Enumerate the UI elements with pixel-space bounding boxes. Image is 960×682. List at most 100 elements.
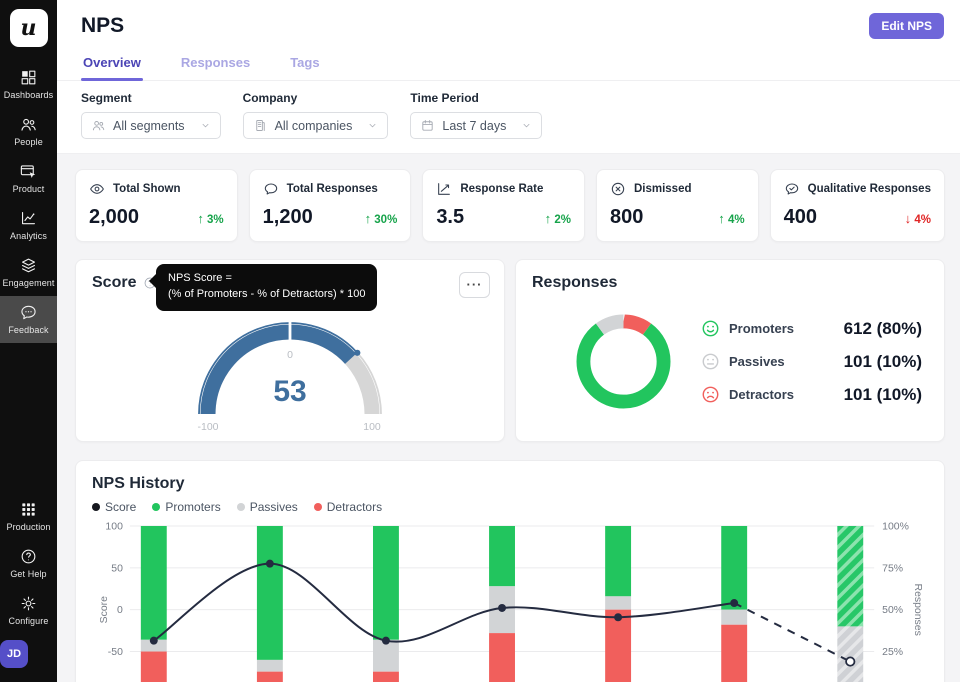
legend-value: 612 (80%)	[844, 319, 922, 339]
responses-body: Promoters 612 (80%) Passives 101 (10%) D…	[532, 314, 928, 409]
nps-score-tooltip: NPS Score = (% of Promoters - % of Detra…	[156, 264, 377, 311]
stat-label: Dismissed	[634, 183, 692, 195]
grid-icon	[19, 500, 38, 519]
sidebar-item-label: Configure	[9, 616, 49, 626]
sidebar-item-engagement[interactable]: Engagement	[0, 249, 57, 296]
help-circle-icon	[19, 547, 38, 566]
segment-filter-label: Segment	[81, 91, 221, 105]
stat-card-response-rate: Response Rate 3.5 ↑ 2%	[422, 169, 585, 242]
segment-people-icon	[91, 118, 106, 133]
chevron-down-icon	[367, 120, 378, 131]
svg-text:100: 100	[105, 522, 123, 532]
company-select[interactable]: All companies	[243, 112, 389, 139]
sidebar-item-label: Engagement	[2, 278, 54, 288]
legend-item-promoters: Promoters	[152, 500, 220, 514]
sidebar-item-label: Analytics	[10, 231, 47, 241]
stat-label: Total Responses	[287, 183, 378, 195]
nps-history-legend: Score Promoters Passives Detractors	[92, 500, 928, 514]
tooltip-line-2: (% of Promoters - % of Detractors) * 100	[168, 287, 365, 303]
stat-card-total-responses: Total Responses 1,200 ↑ 30%	[249, 169, 412, 242]
time-period-filter-label: Time Period	[410, 91, 542, 105]
responses-legend: Promoters 612 (80%) Passives 101 (10%) D…	[701, 319, 922, 405]
chevron-down-icon	[521, 120, 532, 131]
sidebar-item-analytics[interactable]: Analytics	[0, 202, 57, 249]
tab-overview[interactable]: Overview	[81, 53, 143, 80]
segment-select[interactable]: All segments	[81, 112, 221, 139]
responses-card-title: Responses	[532, 274, 928, 292]
sidebar-item-people[interactable]: People	[0, 108, 57, 155]
user-avatar[interactable]: JD	[0, 640, 28, 668]
feedback-chat-icon	[19, 303, 38, 322]
legend-label: Passives	[729, 354, 785, 369]
app-logo-letter: u	[21, 15, 37, 41]
sidebar-item-configure[interactable]: Configure	[0, 587, 57, 634]
responses-donut-chart	[576, 314, 671, 409]
svg-text:Responses: Responses	[912, 584, 923, 636]
sidebar-nav: Dashboards People Product Analytics Enga…	[0, 61, 57, 343]
score-card-title: Score	[92, 274, 136, 292]
stats-row: Total Shown 2,000 ↑ 3% Total Responses 1…	[75, 169, 945, 242]
arrow-up-icon: ↑	[545, 211, 552, 226]
product-icon	[19, 162, 38, 181]
segment-filter: Segment All segments	[81, 91, 221, 139]
svg-text:100: 100	[363, 421, 381, 433]
time-period-filter: Time Period Last 7 days	[410, 91, 542, 139]
stat-label: Total Shown	[113, 183, 181, 195]
content-area: Total Shown 2,000 ↑ 3% Total Responses 1…	[57, 154, 960, 682]
score-responses-row: Score NPS Score = (% of Promoters - % of…	[75, 259, 945, 442]
legend-row-passives: Passives 101 (10%)	[701, 352, 922, 372]
promoters-dot-icon	[152, 503, 160, 511]
svg-text:53: 53	[273, 375, 306, 408]
dashboards-icon	[19, 68, 38, 87]
tab-responses[interactable]: Responses	[179, 53, 252, 80]
svg-text:75%: 75%	[882, 563, 903, 574]
stat-card-total-shown: Total Shown 2,000 ↑ 3%	[75, 169, 238, 242]
segment-select-value: All segments	[113, 119, 185, 133]
stat-value: 2,000	[89, 206, 139, 229]
arrow-up-icon: ↑	[718, 211, 725, 226]
gauge-container: 053-100100	[92, 302, 488, 434]
arrow-up-icon: ↑	[197, 211, 204, 226]
sidebar: u Dashboards People Product Analytics En…	[0, 0, 57, 682]
gear-icon	[19, 594, 38, 613]
sidebar-item-get-help[interactable]: Get Help	[0, 540, 57, 587]
legend-label: Detractors	[729, 387, 794, 402]
time-period-select[interactable]: Last 7 days	[410, 112, 542, 139]
score-card-menu-button[interactable]: ···	[459, 272, 490, 298]
arrow-up-icon: ↑	[365, 211, 372, 226]
legend-label: Promoters	[729, 321, 794, 336]
svg-text:50%: 50%	[882, 605, 903, 616]
legend-row-promoters: Promoters 612 (80%)	[701, 319, 922, 339]
stat-label: Qualitative Responses	[808, 183, 931, 195]
sidebar-item-product[interactable]: Product	[0, 155, 57, 202]
tab-tags[interactable]: Tags	[288, 53, 321, 80]
sidebar-item-label: Production	[6, 522, 50, 532]
company-select-value: All companies	[275, 119, 353, 133]
legend-value: 101 (10%)	[844, 385, 922, 405]
stat-delta: ↑ 3%	[197, 211, 223, 226]
sad-face-icon	[701, 385, 720, 404]
calendar-icon	[420, 118, 435, 133]
company-building-icon	[253, 118, 268, 133]
page-title: NPS	[81, 14, 124, 38]
svg-text:50: 50	[111, 563, 123, 574]
layers-icon	[19, 256, 38, 275]
stat-label: Response Rate	[460, 183, 543, 195]
app-logo[interactable]: u	[10, 9, 48, 47]
sidebar-item-production[interactable]: Production	[0, 493, 57, 540]
legend-item-score: Score	[92, 500, 136, 514]
score-gauge-chart: 053-100100	[174, 302, 406, 434]
svg-text:-50: -50	[108, 647, 123, 658]
responses-card: Responses Promoters 612 (80%) Passiv	[515, 259, 945, 442]
svg-text:25%: 25%	[882, 647, 903, 658]
main-area: NPS Edit NPS Overview Responses Tags Seg…	[57, 0, 960, 682]
sidebar-item-label: Get Help	[10, 569, 46, 579]
sidebar-item-feedback[interactable]: Feedback	[0, 296, 57, 343]
passives-dot-icon	[237, 503, 245, 511]
legend-value: 101 (10%)	[844, 352, 922, 372]
app-window: u Dashboards People Product Analytics En…	[0, 0, 960, 682]
sidebar-item-dashboards[interactable]: Dashboards	[0, 61, 57, 108]
sidebar-item-label: Dashboards	[4, 90, 54, 100]
nps-history-title: NPS History	[92, 475, 928, 493]
edit-nps-button[interactable]: Edit NPS	[869, 13, 944, 39]
